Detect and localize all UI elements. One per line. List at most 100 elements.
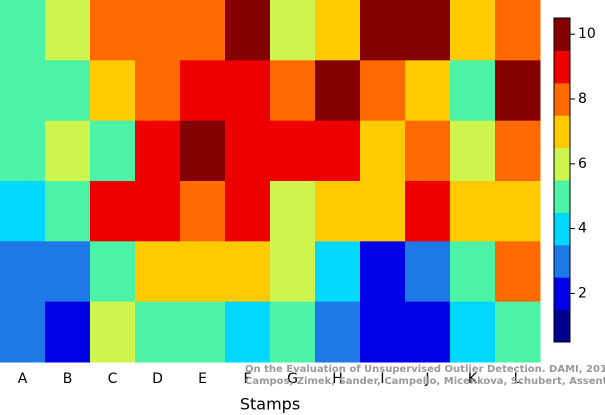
colorbar-segment bbox=[554, 147, 570, 181]
heatmap-cell bbox=[315, 181, 361, 242]
heatmap-cell bbox=[225, 301, 271, 363]
heatmap-cell bbox=[315, 241, 361, 303]
x-tick-label: C bbox=[108, 371, 118, 387]
colorbar-segment bbox=[554, 212, 570, 246]
x-tick-label: E bbox=[198, 371, 207, 387]
colorbar-tick-label: 6 bbox=[578, 156, 587, 172]
heatmap-cell bbox=[450, 301, 496, 363]
colorbar-tick-label: 4 bbox=[578, 221, 587, 237]
x-tick-label: H bbox=[332, 371, 343, 387]
colorbar-segment bbox=[554, 277, 570, 311]
heatmap-cell bbox=[270, 120, 316, 182]
x-axis-label: Stamps bbox=[240, 395, 300, 414]
colorbar-segment bbox=[554, 180, 570, 213]
heatmap-cell bbox=[360, 181, 406, 242]
heatmap-cell bbox=[180, 120, 226, 182]
heatmap-cell bbox=[135, 301, 181, 363]
heatmap-cell bbox=[270, 0, 316, 61]
colorbar-segment bbox=[554, 244, 570, 278]
x-tick-label: G bbox=[287, 371, 298, 387]
heatmap-cell bbox=[315, 120, 361, 182]
heatmap-cell bbox=[405, 301, 451, 363]
heatmap-cell bbox=[225, 181, 271, 242]
x-tick-label: L bbox=[514, 371, 522, 387]
colorbar-segment bbox=[554, 309, 570, 343]
heatmap-cell bbox=[495, 60, 541, 122]
heatmap-cell bbox=[225, 120, 271, 182]
colorbar-segment bbox=[554, 115, 570, 149]
heatmap-cell bbox=[270, 301, 316, 363]
heatmap-cell bbox=[225, 241, 271, 303]
heatmap-cell bbox=[405, 0, 451, 61]
heatmap-cell bbox=[180, 0, 226, 61]
heatmap-cell bbox=[135, 241, 181, 303]
watermark: Campos, Zimek, Sander, Campello, Micenko… bbox=[245, 376, 605, 387]
x-tick-label: I bbox=[380, 371, 384, 387]
x-tick-label: A bbox=[18, 371, 28, 387]
heatmap-cell bbox=[90, 60, 136, 122]
heatmap-cell bbox=[180, 181, 226, 242]
colorbar-segment bbox=[554, 18, 570, 51]
heatmap-cell bbox=[0, 0, 46, 61]
heatmap-cell bbox=[360, 301, 406, 363]
heatmap-cell bbox=[405, 60, 451, 122]
heatmap-cell bbox=[495, 301, 541, 363]
heatmap-cell bbox=[135, 181, 181, 242]
heatmap-cell bbox=[315, 301, 361, 363]
x-tick-label: D bbox=[152, 371, 163, 387]
heatmap-cell bbox=[45, 60, 91, 122]
heatmap-cell bbox=[360, 241, 406, 303]
heatmap-cell bbox=[0, 60, 46, 122]
heatmap-cell bbox=[180, 60, 226, 122]
heatmap-cell bbox=[0, 181, 46, 242]
heatmap-cell bbox=[450, 241, 496, 303]
colorbar-segment bbox=[554, 50, 570, 84]
heatmap-cell bbox=[405, 181, 451, 242]
heatmap-cell bbox=[450, 0, 496, 61]
heatmap-cell bbox=[0, 241, 46, 303]
heatmap-cell bbox=[450, 120, 496, 182]
heatmap-cell bbox=[225, 0, 271, 61]
heatmap-cell bbox=[495, 120, 541, 182]
heatmap-cell bbox=[45, 120, 91, 182]
heatmap-cell bbox=[360, 0, 406, 61]
heatmap-cell bbox=[495, 241, 541, 303]
heatmap-cell bbox=[495, 181, 541, 242]
watermark: On the Evaluation of Unsupervised Outlie… bbox=[245, 364, 605, 375]
heatmap-cell bbox=[450, 60, 496, 122]
heatmap-cell bbox=[495, 0, 541, 61]
colorbar-segment bbox=[554, 82, 570, 116]
colorbar-tick-label: 8 bbox=[578, 91, 587, 107]
x-tick-label: B bbox=[63, 371, 73, 387]
heatmap-cell bbox=[135, 120, 181, 182]
heatmap-cell bbox=[45, 301, 91, 363]
heatmap-cell bbox=[270, 181, 316, 242]
x-tick-label: K bbox=[468, 371, 478, 387]
heatmap-cell bbox=[360, 120, 406, 182]
heatmap-cell bbox=[90, 181, 136, 242]
heatmap-cell bbox=[180, 241, 226, 303]
heatmap-cell bbox=[315, 0, 361, 61]
heatmap-cell bbox=[45, 181, 91, 242]
heatmap-cell bbox=[405, 241, 451, 303]
colorbar-tick-label: 2 bbox=[578, 285, 587, 301]
heatmap-cell bbox=[45, 0, 91, 61]
heatmap-cell bbox=[180, 301, 226, 363]
colorbar-frame bbox=[553, 17, 571, 343]
heatmap-cell bbox=[135, 0, 181, 61]
heatmap-cell bbox=[90, 0, 136, 61]
heatmap-cell bbox=[0, 120, 46, 182]
x-tick-label: F bbox=[243, 371, 251, 387]
heatmap-cell bbox=[405, 120, 451, 182]
heatmap-cell bbox=[315, 60, 361, 122]
heatmap-cell bbox=[90, 241, 136, 303]
heatmap-cell bbox=[135, 60, 181, 122]
heatmap-cell bbox=[270, 60, 316, 122]
heatmap-cell bbox=[270, 241, 316, 303]
heatmap-cell bbox=[90, 301, 136, 363]
heatmap-cell bbox=[450, 181, 496, 242]
heatmap-cell bbox=[45, 241, 91, 303]
heatmap-cell bbox=[0, 301, 46, 363]
heatmap-cell bbox=[360, 60, 406, 122]
